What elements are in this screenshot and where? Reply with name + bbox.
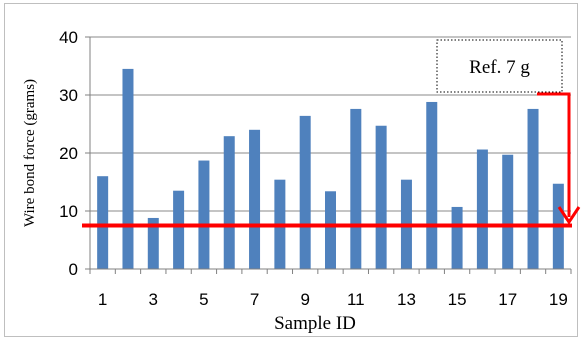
x-tick-labels: 1 3 5 7 9 11 13 15 17 19 — [98, 290, 568, 309]
y-tick-label: 10 — [59, 202, 78, 221]
reference-arrow — [537, 92, 571, 217]
bar — [325, 191, 336, 269]
x-tick-label: 13 — [397, 290, 416, 309]
bar — [122, 68, 134, 270]
bar — [299, 115, 311, 269]
x-tick-label: 7 — [250, 290, 259, 309]
bar — [198, 160, 210, 269]
x-axis-title: Sample ID — [274, 313, 356, 334]
y-tick-labels: 0 10 20 30 40 — [59, 28, 78, 279]
bar — [249, 129, 261, 269]
reference-label-box — [436, 39, 563, 93]
annotations: Sample ID Wire bond force (grams) Ref. 7 g — [22, 39, 581, 334]
bar — [527, 108, 539, 269]
bar — [147, 217, 159, 269]
y-tick-label: 0 — [69, 260, 78, 279]
x-tick-label: 15 — [448, 290, 467, 309]
bar — [502, 154, 514, 269]
reference-arrow-head — [557, 206, 581, 225]
x-tick-label: 1 — [98, 290, 107, 309]
x-tick-label: 3 — [149, 290, 158, 309]
x-tick-label: 19 — [549, 290, 568, 309]
reference-label: Ref. 7 g — [469, 57, 530, 78]
bar — [451, 206, 463, 269]
axes — [85, 36, 572, 274]
bar — [375, 125, 387, 270]
x-tick-label: 11 — [347, 290, 365, 309]
x-tick-label: 17 — [498, 290, 517, 309]
x-tick-label: 9 — [300, 290, 309, 309]
bars — [97, 68, 564, 270]
bar — [97, 176, 109, 269]
bar — [476, 149, 488, 269]
bar — [350, 108, 362, 269]
x-tick-label: 5 — [199, 290, 208, 309]
bar — [426, 101, 438, 270]
y-tick-label: 20 — [59, 144, 78, 163]
bar — [223, 136, 235, 269]
y-axis-title: Wire bond force (grams) — [22, 79, 38, 227]
y-tick-label: 40 — [59, 28, 78, 47]
bar — [173, 190, 185, 269]
y-tick-label: 30 — [59, 86, 78, 105]
